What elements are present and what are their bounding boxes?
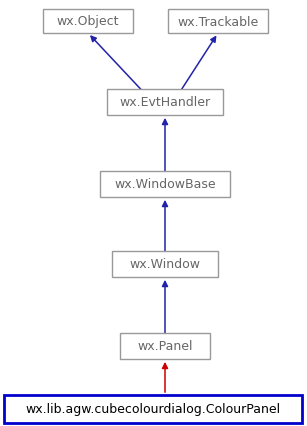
Text: wx.Trackable: wx.Trackable — [177, 15, 258, 29]
FancyBboxPatch shape — [168, 10, 268, 34]
FancyBboxPatch shape — [100, 172, 230, 198]
FancyBboxPatch shape — [120, 333, 210, 359]
Text: wx.lib.agw.cubecolourdialog.ColourPanel: wx.lib.agw.cubecolourdialog.ColourPanel — [25, 403, 281, 415]
FancyBboxPatch shape — [107, 90, 223, 116]
FancyBboxPatch shape — [112, 251, 218, 277]
Text: wx.Panel: wx.Panel — [137, 340, 193, 353]
FancyBboxPatch shape — [43, 10, 133, 34]
Text: wx.Object: wx.Object — [57, 15, 119, 29]
FancyBboxPatch shape — [4, 395, 302, 423]
Text: wx.WindowBase: wx.WindowBase — [114, 178, 216, 191]
Text: wx.Window: wx.Window — [130, 258, 200, 271]
Text: wx.EvtHandler: wx.EvtHandler — [119, 96, 211, 109]
